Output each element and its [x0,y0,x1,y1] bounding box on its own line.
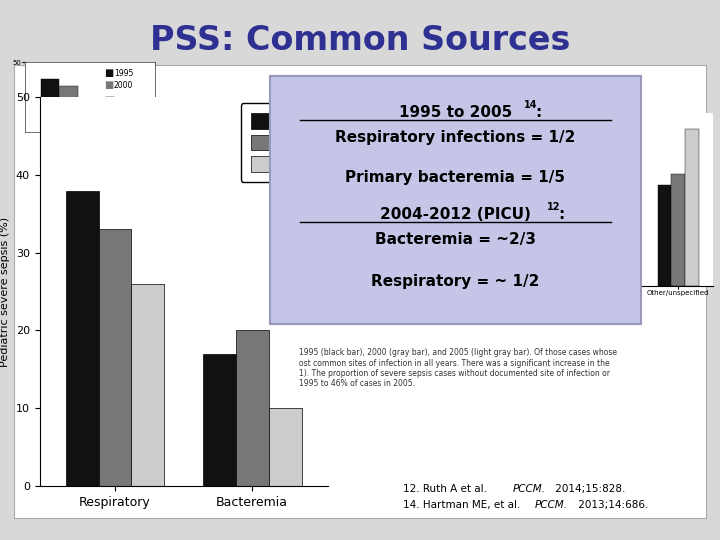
Text: ■: ■ [104,80,114,90]
Text: :: : [535,105,541,120]
Text: 14: 14 [524,100,538,111]
Text: 12. Ruth A et al.: 12. Ruth A et al. [403,484,490,494]
Bar [671,174,685,286]
Text: 2000: 2000 [114,81,133,90]
Bar [409,248,423,286]
Bar [99,230,132,486]
Bar [326,218,341,286]
Bar [66,191,99,486]
Text: —: — [104,91,114,101]
Bar [534,253,547,286]
Bar [451,251,464,286]
Bar [121,104,140,132]
Text: 1995 (black bar), 2000 (gray bar), and 2005 (light gray bar). Of those cases who: 1995 (black bar), 2000 (gray bar), and 2… [299,348,617,388]
Bar [340,210,354,286]
Text: ■: ■ [104,69,114,78]
Bar [657,185,671,286]
Text: PSS: Common Sources: PSS: Common Sources [150,24,570,57]
Y-axis label: Pediatric severe sepsis (%): Pediatric severe sepsis (%) [0,217,10,367]
Legend: 1995, 2000, 2005: 1995, 2000, 2005 [240,104,321,181]
Bar [395,246,409,286]
Text: :: : [559,207,564,222]
Bar [40,79,59,132]
Text: PCCM.: PCCM. [535,500,568,510]
Text: Primary bacteremia = 1/5: Primary bacteremia = 1/5 [346,170,565,185]
Bar [685,129,699,286]
Text: 12: 12 [547,202,561,212]
Bar [616,281,630,286]
Text: 1995 to 2005: 1995 to 2005 [399,105,512,120]
Text: 14. Hartman ME, et al.: 14. Hartman ME, et al. [403,500,524,510]
Bar [203,354,235,486]
X-axis label: Site of infection: Site of infection [470,298,541,307]
Text: 2013;14:686.: 2013;14:686. [575,500,648,510]
Text: 2014;15:828.: 2014;15:828. [552,484,626,494]
Bar [520,251,534,286]
Bar [312,213,326,286]
Bar [547,251,561,286]
Bar [478,246,492,286]
Bar [269,408,302,486]
Bar [235,330,269,486]
Bar [102,109,121,132]
Bar [603,281,616,286]
Bar [588,281,603,286]
Text: 2004-2012 (PICU): 2004-2012 (PICU) [380,207,531,222]
Text: PCCM.: PCCM. [513,484,546,494]
Text: 1995: 1995 [114,69,133,78]
Bar [464,243,478,286]
Text: Respiratory infections = 1/2: Respiratory infections = 1/2 [336,130,575,145]
Text: Respiratory = ~ 1/2: Respiratory = ~ 1/2 [372,274,539,289]
Bar [132,284,164,486]
Bar [59,86,78,132]
Text: Bacteremia = ~2/3: Bacteremia = ~2/3 [375,232,536,247]
Bar [382,251,395,286]
